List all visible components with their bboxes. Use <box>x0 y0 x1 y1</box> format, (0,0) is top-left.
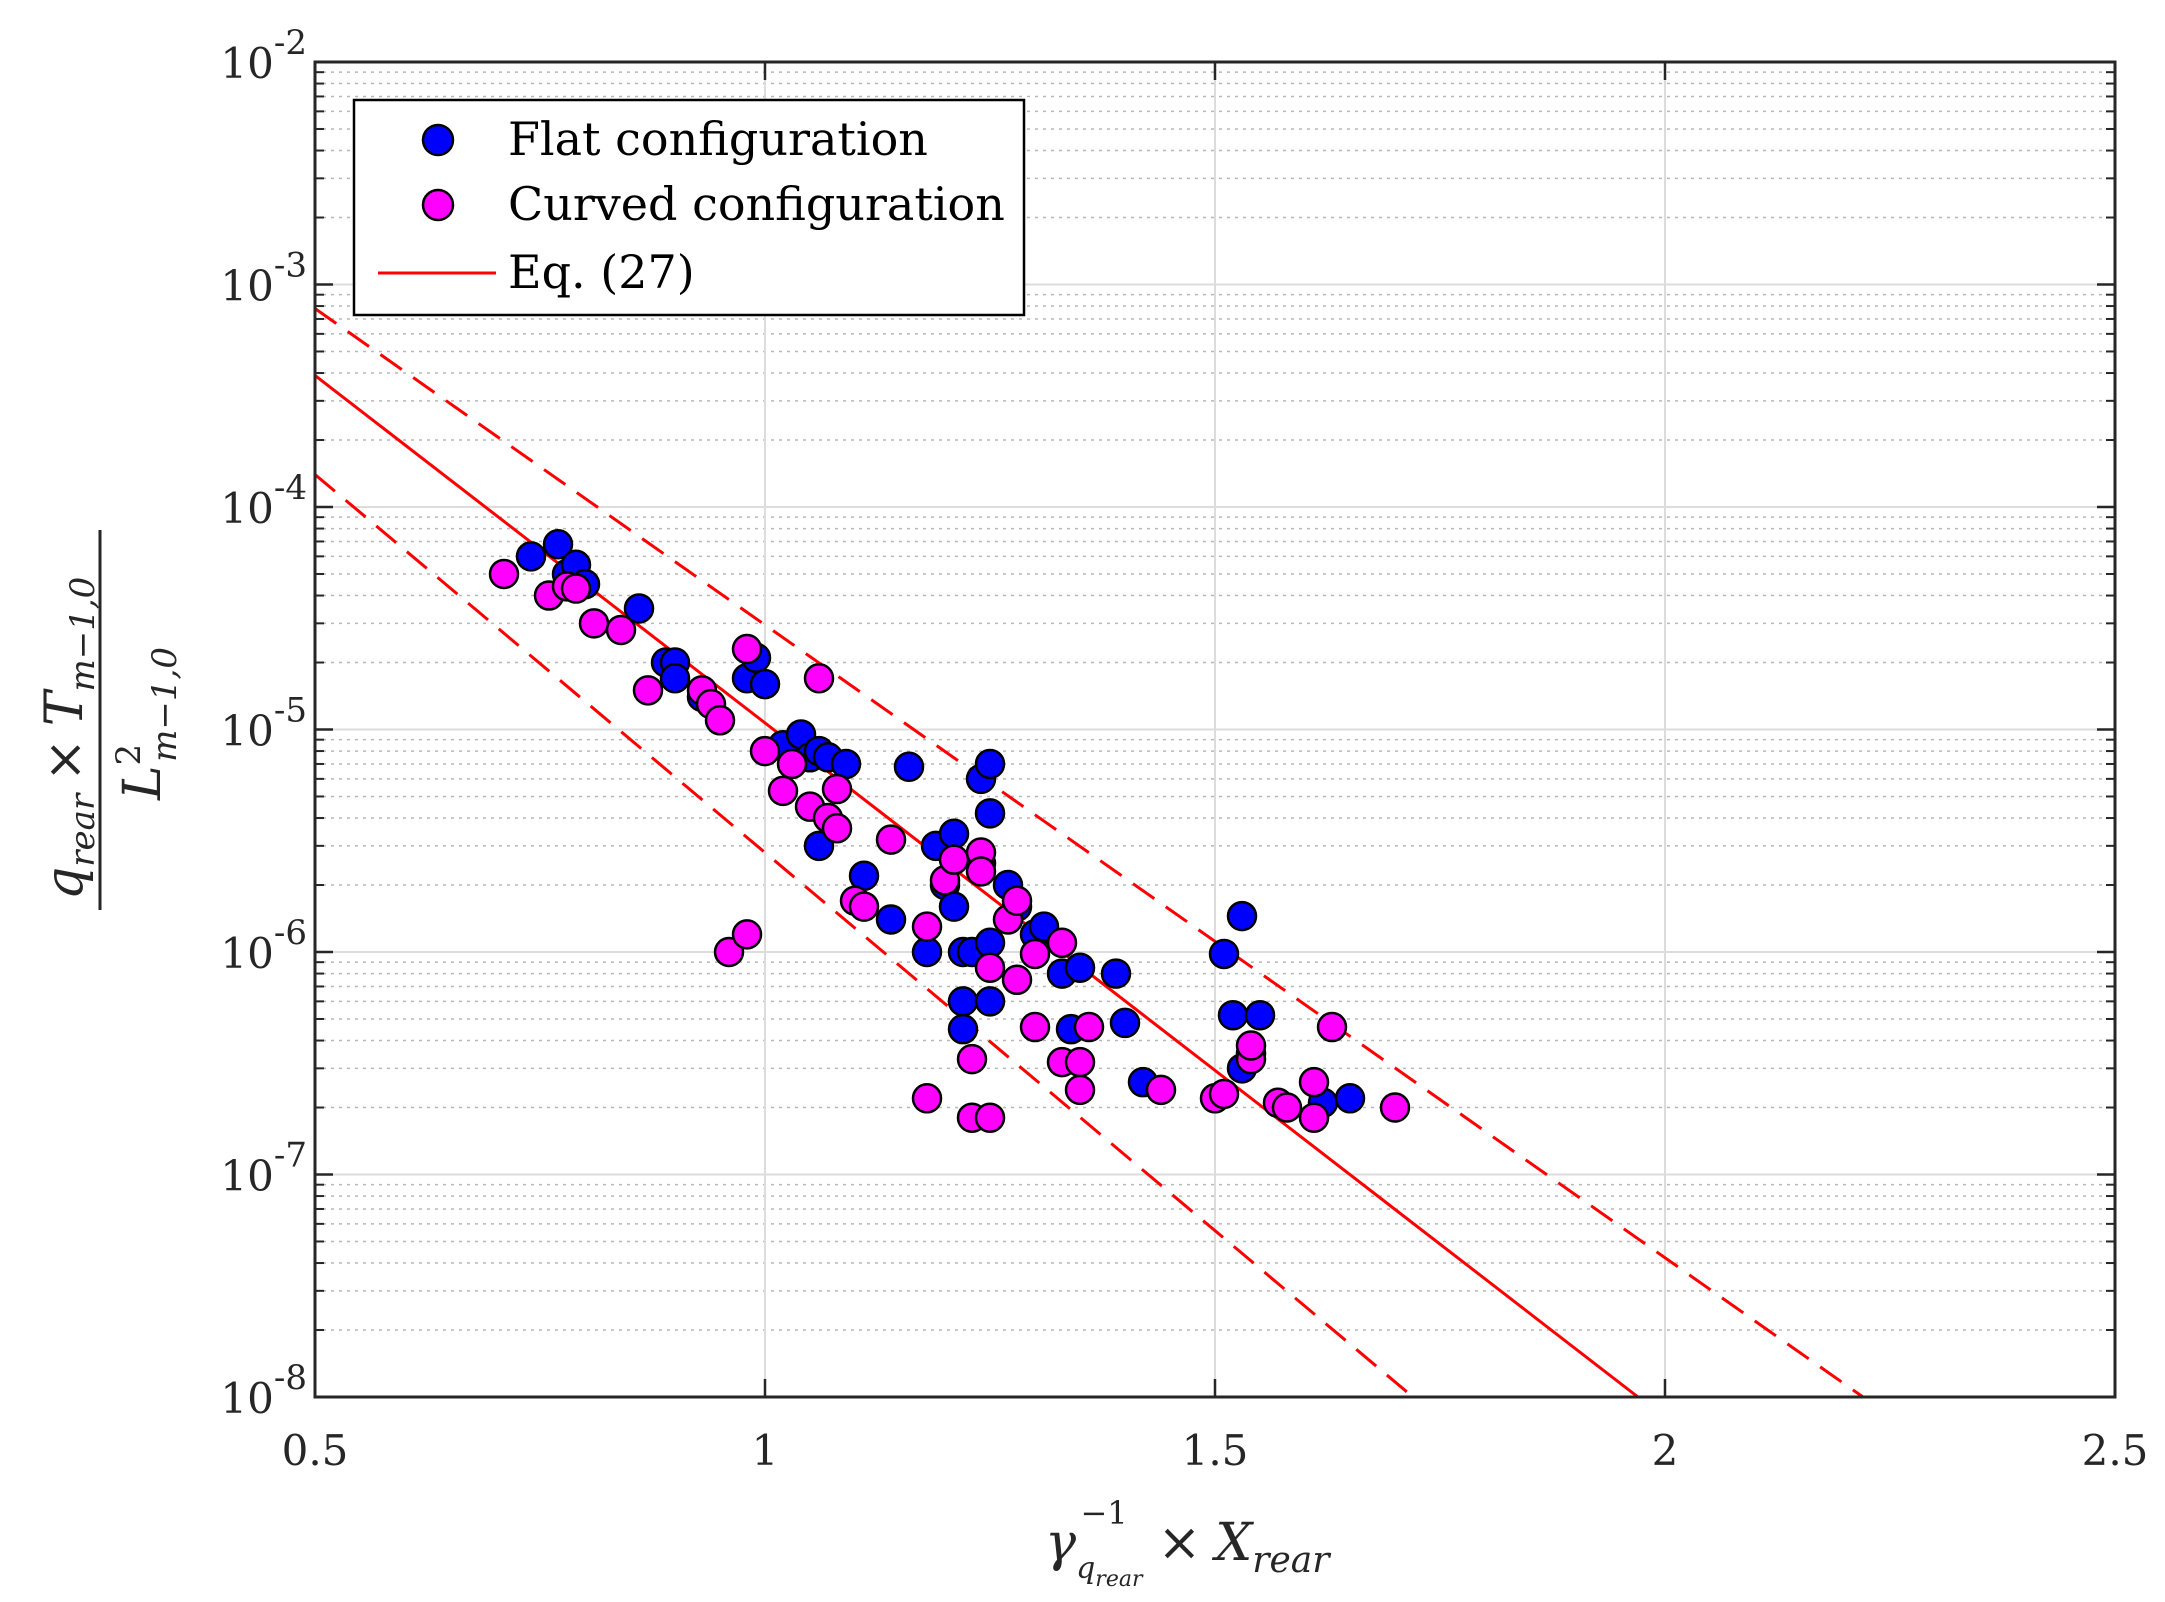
y-axis-label: qrear×Tm−1,0 L2m−1,0 <box>35 530 185 910</box>
curved-point <box>488 558 520 590</box>
curved-point <box>848 891 880 922</box>
flat-point <box>947 1013 979 1045</box>
flat-point <box>938 818 970 849</box>
x-axis-label: γqrear−1 × Xrear <box>1045 1494 1331 1592</box>
flat-point <box>542 529 574 560</box>
curved-point <box>803 662 835 694</box>
curved-point <box>560 573 592 604</box>
flat-point <box>1109 1007 1141 1039</box>
axis-ticks <box>313 60 2117 1399</box>
curved-point <box>1208 1078 1240 1110</box>
x-tick-label: 2.5 <box>2082 1426 2149 1475</box>
eq27-bound-dashed-line <box>315 307 1864 1397</box>
x-tick-label: 1.5 <box>1182 1426 1249 1475</box>
x-tick-label: 1 <box>752 1426 779 1475</box>
y-tick-label: 10-7 <box>220 1136 307 1201</box>
legend-box <box>352 98 1026 317</box>
curved-point <box>1046 927 1078 959</box>
curved-point <box>1073 1011 1105 1043</box>
curved-point <box>578 608 610 639</box>
curved-point <box>1001 885 1033 916</box>
curved-point <box>767 775 799 807</box>
y-tick-label: 10-5 <box>220 691 307 756</box>
curved-point <box>1316 1011 1348 1043</box>
legend: Flat configuration Curved configuration … <box>352 98 1026 317</box>
legend-marker-flat <box>421 123 455 157</box>
flat-point <box>749 668 781 700</box>
flat-point <box>911 936 943 968</box>
curved-point <box>731 633 763 665</box>
curved-point <box>1064 1046 1096 1078</box>
curved-point <box>965 856 997 887</box>
x-tick-label: 2 <box>1652 1426 1679 1475</box>
flat-point <box>515 541 547 572</box>
flat-point <box>1244 999 1276 1031</box>
y-tick-label: 10-4 <box>220 468 307 533</box>
curved-point <box>938 844 970 875</box>
flat-point <box>1226 900 1258 932</box>
flat-point <box>659 662 691 694</box>
y-tick-label: 10-2 <box>220 23 307 88</box>
curved-point <box>1145 1074 1177 1106</box>
svg-text:L2m−1,0: L2m−1,0 <box>109 647 185 801</box>
curved-point <box>749 735 781 767</box>
flat-point <box>1217 999 1249 1031</box>
curved-point <box>605 614 637 646</box>
curved-point <box>776 748 808 780</box>
svg-text:qrear×Tm−1,0: qrear×Tm−1,0 <box>35 577 103 900</box>
curved-point <box>632 675 664 706</box>
flat-point <box>1208 938 1240 970</box>
curved-point <box>875 824 907 855</box>
curved-point <box>911 911 943 942</box>
flat-point <box>830 748 862 780</box>
curved-point <box>956 1043 988 1075</box>
flat-point <box>623 593 655 624</box>
x-tick-label: 0.5 <box>282 1426 349 1475</box>
curved-point <box>713 936 745 968</box>
y-tick-label: 10-3 <box>220 246 307 311</box>
flat-point <box>947 986 979 1017</box>
curved-point <box>1001 964 1033 996</box>
y-tick-label: 10-8 <box>220 1358 307 1423</box>
curved-point <box>821 812 853 844</box>
flat-point <box>938 891 970 922</box>
y-tick-labels: 10-8 10-7 10-6 10-5 10-4 10-3 10-2 <box>220 23 307 1423</box>
curved-point <box>1271 1092 1303 1123</box>
curved-point <box>974 1102 1006 1133</box>
curved-point <box>911 1083 943 1114</box>
curved-point <box>1064 1074 1096 1106</box>
curved-point <box>1019 938 1051 970</box>
curved-point <box>731 919 763 950</box>
y-tick-label: 10-6 <box>220 913 307 978</box>
flat-point <box>893 751 925 783</box>
legend-label-curved: Curved configuration <box>508 177 1005 231</box>
flat-point <box>803 830 835 862</box>
curved-point <box>1235 1030 1267 1061</box>
curved-point <box>1019 1011 1051 1043</box>
flat-point <box>875 904 907 935</box>
flat-point <box>1064 952 1096 983</box>
flat-point <box>1100 958 1132 989</box>
curved-point <box>1298 1102 1330 1133</box>
curved-point <box>974 952 1006 983</box>
x-tick-labels: 0.5 1 1.5 2 2.5 <box>282 1426 2149 1475</box>
curved-point <box>821 773 853 805</box>
flat-point <box>1334 1083 1366 1114</box>
flat-point <box>974 986 1006 1017</box>
curved-point <box>1379 1092 1411 1123</box>
curved-point <box>704 705 736 736</box>
curved-point <box>1298 1066 1330 1098</box>
legend-label-eq27: Eq. (27) <box>508 245 695 299</box>
legend-label-flat: Flat configuration <box>508 112 928 166</box>
flat-point <box>974 748 1006 780</box>
flat-point <box>974 798 1006 829</box>
series-curved-configuration <box>488 558 1411 1133</box>
legend-marker-curved <box>421 188 455 222</box>
